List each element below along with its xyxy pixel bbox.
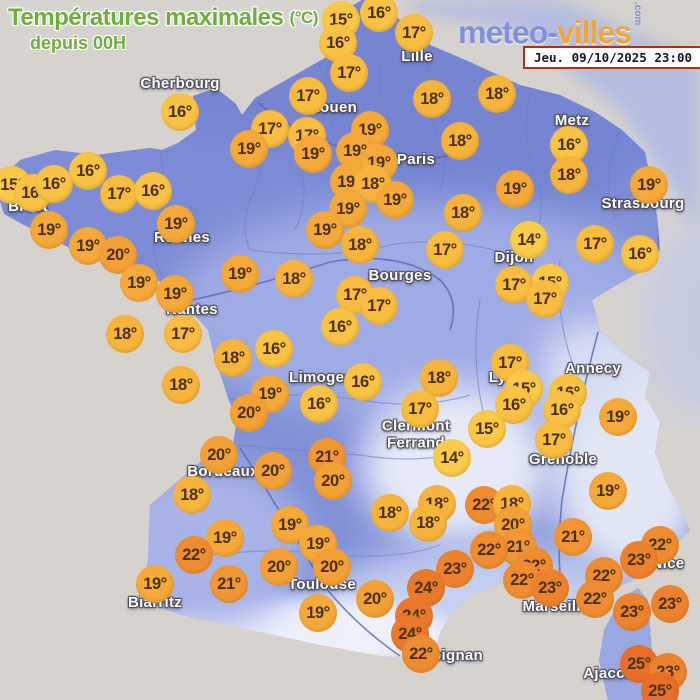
- temperature-marker: 21°: [554, 518, 592, 556]
- temperature-marker: 16°: [255, 330, 293, 368]
- temperature-marker: 23°: [531, 569, 569, 607]
- temperature-marker: 16°: [300, 385, 338, 423]
- temperature-marker: 16°: [161, 93, 199, 131]
- temperature-marker: 19°: [376, 181, 414, 219]
- temperature-marker: 20°: [200, 436, 238, 474]
- temperature-marker: 19°: [157, 205, 195, 243]
- temperature-marker: 19°: [599, 398, 637, 436]
- temperature-marker: 19°: [221, 255, 259, 293]
- temperature-marker: 20°: [230, 394, 268, 432]
- city-label: Lille: [401, 47, 433, 65]
- temperature-marker: 14°: [510, 221, 548, 259]
- temperature-marker: 19°: [136, 565, 174, 603]
- temperature-marker: 23°: [651, 585, 689, 623]
- temperature-marker: 19°: [589, 472, 627, 510]
- temperature-marker: 18°: [341, 226, 379, 264]
- temperature-marker: 16°: [35, 165, 73, 203]
- temperature-marker: 17°: [535, 421, 573, 459]
- temperature-marker: 17°: [576, 225, 614, 263]
- temperature-marker: 19°: [306, 211, 344, 249]
- temperature-marker: 19°: [120, 264, 158, 302]
- temperature-marker: 20°: [260, 548, 298, 586]
- temperature-marker: 17°: [330, 54, 368, 92]
- temperature-marker: 16°: [69, 152, 107, 190]
- page-subtitle: depuis 00H: [30, 33, 127, 53]
- temperature-marker: 19°: [630, 166, 668, 204]
- temperature-marker: 19°: [230, 130, 268, 168]
- temperature-marker: 18°: [275, 260, 313, 298]
- temperature-marker: 16°: [321, 308, 359, 346]
- temperature-marker: 17°: [164, 315, 202, 353]
- logo-com-suffix: .com: [631, 2, 643, 26]
- temperature-marker: 18°: [441, 122, 479, 160]
- temperature-marker: 17°: [426, 231, 464, 269]
- temperature-marker: 19°: [299, 594, 337, 632]
- temperature-marker: 18°: [214, 339, 252, 377]
- temperature-marker: 18°: [409, 504, 447, 542]
- temperature-marker: 19°: [294, 135, 332, 173]
- temperature-marker: 22°: [402, 635, 440, 673]
- temperature-marker: 16°: [134, 172, 172, 210]
- temperature-marker: 18°: [444, 194, 482, 232]
- title-unit: (°C): [289, 8, 319, 27]
- temperature-marker: 20°: [254, 452, 292, 490]
- temperature-marker: 18°: [371, 494, 409, 532]
- temperature-marker: 19°: [251, 375, 289, 413]
- city-label: Limoges: [289, 368, 353, 386]
- city-label: Annecy: [565, 359, 621, 377]
- temperature-marker: 14°: [433, 439, 471, 477]
- city-label: Cherbourg: [140, 74, 220, 92]
- city-label: Metz: [554, 111, 590, 129]
- title-block: Températures maximales (°C) depuis 00H: [8, 4, 318, 54]
- temperature-marker: 18°: [550, 156, 588, 194]
- temperature-marker: 19°: [496, 170, 534, 208]
- temperature-marker: 19°: [30, 211, 68, 249]
- logo-villes: villes: [556, 14, 632, 51]
- temperature-marker: 18°: [106, 315, 144, 353]
- temperature-marker: 22°: [470, 531, 508, 569]
- meteo-villes-logo[interactable]: meteo-villes.com: [458, 2, 643, 51]
- logo-meteo: meteo-: [458, 14, 558, 51]
- temperature-marker: 17°: [401, 390, 439, 428]
- temperature-marker: 22°: [175, 536, 213, 574]
- temperature-marker: 20°: [314, 462, 352, 500]
- temperature-marker: 18°: [173, 476, 211, 514]
- temperature-marker: 19°: [156, 275, 194, 313]
- temperature-marker: 17°: [100, 175, 138, 213]
- city-label: Bourges: [368, 266, 432, 284]
- temperature-marker: 18°: [413, 80, 451, 118]
- temperature-marker: 15°: [468, 410, 506, 448]
- city-label: Paris: [396, 150, 436, 168]
- temperature-marker: 21°: [210, 565, 248, 603]
- temperature-marker: 16°: [344, 363, 382, 401]
- temperature-marker: 16°: [621, 235, 659, 273]
- temperature-marker: 23°: [620, 541, 658, 579]
- temperature-marker: 16°: [360, 0, 398, 32]
- temperature-marker: 17°: [289, 77, 327, 115]
- temperature-marker: 20°: [356, 580, 394, 618]
- temperature-marker: 23°: [613, 593, 651, 631]
- page-title: Températures maximales (°C): [8, 4, 319, 31]
- temperature-marker: 18°: [478, 75, 516, 113]
- temperature-marker: 17°: [360, 287, 398, 325]
- temperature-marker: 17°: [395, 14, 433, 52]
- temperature-marker: 22°: [576, 580, 614, 618]
- temperature-marker: 20°: [313, 548, 351, 586]
- temperature-marker: 18°: [162, 366, 200, 404]
- temperature-marker: 17°: [526, 280, 564, 318]
- temperature-marker: 25°: [641, 672, 679, 700]
- datetime-stamp: Jeu. 09/10/2025 23:00: [522, 46, 700, 69]
